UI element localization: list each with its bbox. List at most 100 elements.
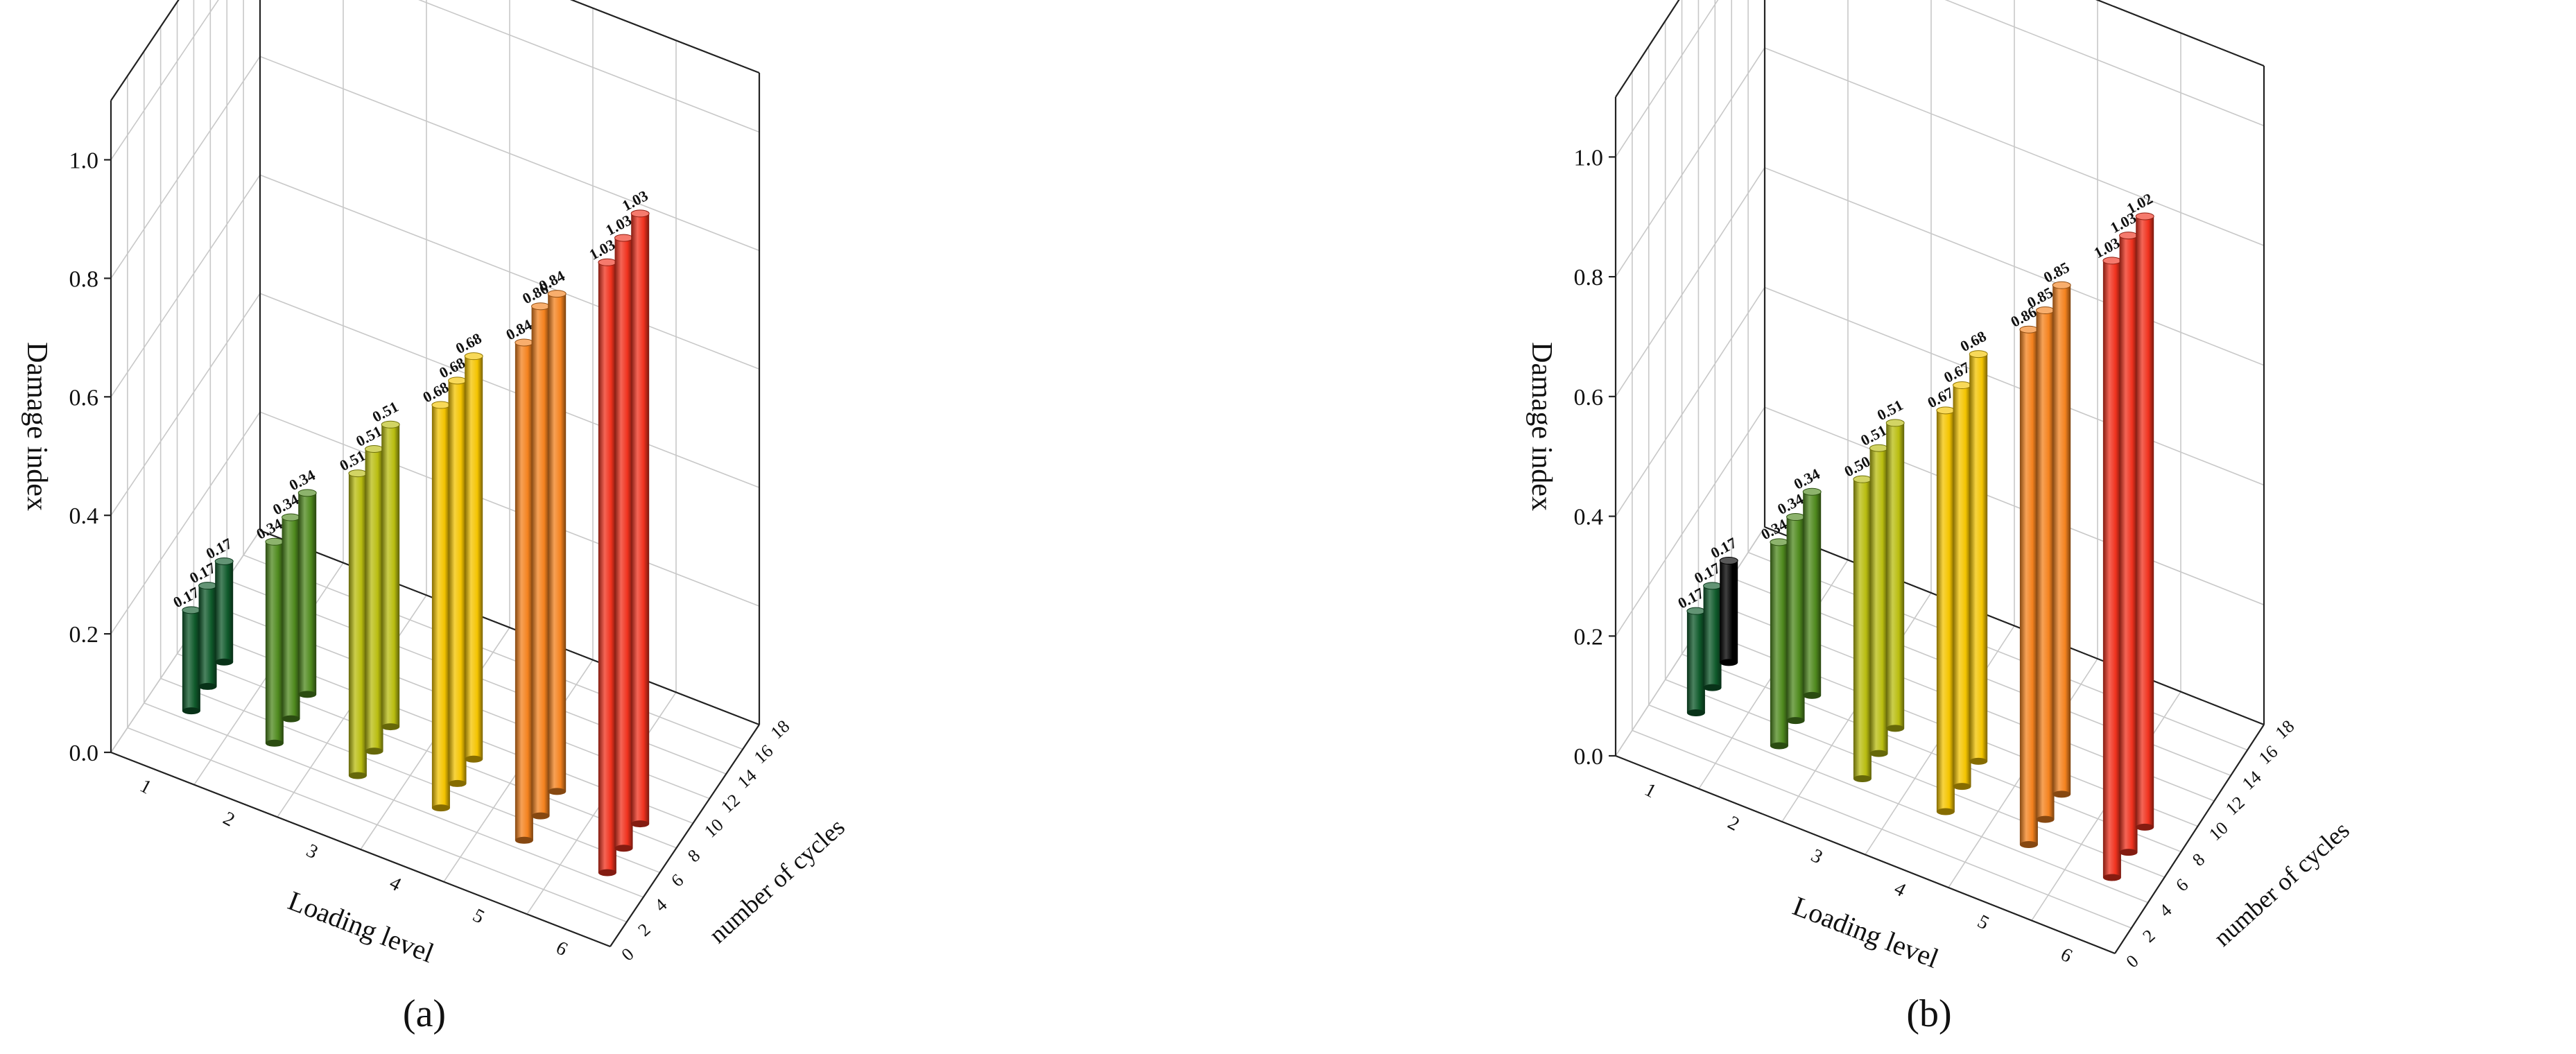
wall-gridline <box>1615 47 1765 277</box>
x-axis-line <box>1615 754 2116 955</box>
bar-base <box>381 723 400 731</box>
bar: 0.67 <box>1941 358 1973 790</box>
bar-base <box>265 739 284 747</box>
bar-base <box>1853 775 1872 782</box>
bar-cap <box>1786 513 1806 521</box>
x-tick-label: 6 <box>553 937 571 960</box>
floor-border <box>259 529 760 726</box>
bar: 0.68 <box>453 329 485 763</box>
bar-base <box>2052 790 2071 798</box>
bar-body <box>198 585 217 686</box>
bar-cap <box>381 420 400 429</box>
bar-value-label: 0.17 <box>1675 584 1707 612</box>
floor-gridline <box>1682 653 2181 853</box>
bar-base <box>298 691 317 698</box>
wall-gridline <box>1615 406 1765 637</box>
bar-cap <box>2036 306 2055 315</box>
y-tick-label: 0 <box>618 944 638 965</box>
bar: 0.67 <box>1925 383 1956 815</box>
bar-body <box>381 424 400 727</box>
bar-value-label: 0.68 <box>436 354 468 381</box>
y-tick-label: 14 <box>734 766 761 793</box>
bar-body <box>2119 235 2138 853</box>
bar-body <box>614 238 633 849</box>
bar-cap <box>1703 582 1722 590</box>
bar-cap <box>2102 257 2122 265</box>
floor-gridline <box>1632 729 2132 929</box>
y-tick-label: 10 <box>700 815 727 842</box>
bar-cap <box>1953 381 1972 390</box>
bar-cap <box>1686 607 1706 615</box>
bar-body <box>348 473 367 776</box>
y-tick-label: 16 <box>2255 741 2282 768</box>
bar-value-label: 1.03 <box>603 211 634 239</box>
x-tick-label: 4 <box>386 872 405 896</box>
bar-cap <box>2119 232 2138 240</box>
bar-cap <box>464 352 483 361</box>
bar-body <box>1853 479 1872 779</box>
y-tick-label: 8 <box>684 845 704 866</box>
y-axis-title: number of cycles <box>704 813 850 949</box>
bar-cap <box>2135 212 2154 221</box>
z-tick-label: 0.8 <box>69 266 99 292</box>
bar: 1.02 <box>2124 189 2156 831</box>
bar-cap <box>348 469 368 478</box>
y-tick-label: 4 <box>650 895 671 915</box>
bar-value-label: 0.51 <box>337 447 369 474</box>
wall-gridline <box>110 55 261 279</box>
bar-base <box>1869 750 1888 757</box>
bar-value-label: 1.03 <box>2091 234 2123 261</box>
bar-body <box>2019 329 2038 845</box>
z-tick-label: 1.0 <box>1574 145 1604 171</box>
z-tick-label: 0.0 <box>69 741 99 766</box>
y-tick-label: 8 <box>2188 849 2208 870</box>
bar-body <box>1969 354 1988 761</box>
bar-base <box>531 812 550 820</box>
bar: 0.34 <box>1758 515 1790 750</box>
bar: 1.03 <box>2091 234 2123 881</box>
bar-value-label: 0.51 <box>353 422 385 450</box>
bar-cap <box>531 302 551 311</box>
bar-value-label: 0.50 <box>1842 452 1874 480</box>
bar: 0.34 <box>1774 490 1806 725</box>
wall-border <box>110 0 180 101</box>
bar-value-label: 0.85 <box>2041 259 2073 286</box>
bar-value-label: 0.17 <box>1708 534 1740 562</box>
z-tick-label: 0.6 <box>1574 385 1604 411</box>
bar: 0.50 <box>1842 452 1874 782</box>
bar: 0.17 <box>171 583 202 715</box>
bar: 0.85 <box>2041 259 2073 798</box>
bar-body <box>1953 385 1971 787</box>
x-axis-title: Loading level <box>284 885 438 969</box>
bar-body <box>2052 285 2071 795</box>
bar: 1.03 <box>587 236 618 876</box>
bar-base <box>548 788 567 795</box>
x-tick-label: 1 <box>137 775 155 799</box>
bar-base <box>631 820 650 828</box>
bar: 0.34 <box>1791 465 1823 699</box>
bar-base <box>1886 725 1905 732</box>
y-tick-label: 2 <box>2138 926 2159 947</box>
y-tick-label: 18 <box>2272 716 2299 743</box>
bar: 0.51 <box>1874 396 1906 732</box>
bar-cap <box>598 258 617 266</box>
bar-body <box>282 517 300 719</box>
bar-cap <box>515 338 534 347</box>
bar-base <box>1720 659 1738 666</box>
bar-value-label: 0.51 <box>370 398 401 426</box>
bar-cap <box>214 557 234 565</box>
bar-cap <box>1969 350 1988 358</box>
z-tick-label: 0.2 <box>69 622 99 648</box>
bar-body <box>465 356 483 759</box>
bar-base <box>182 707 200 715</box>
bar-cap <box>547 290 567 298</box>
panel-label: (a) <box>403 992 446 1035</box>
bar-base <box>2036 815 2055 823</box>
bar-body <box>1703 585 1722 688</box>
bar-base <box>2102 874 2121 881</box>
bar: 0.85 <box>2024 284 2056 823</box>
bar-value-label: 0.17 <box>171 583 202 611</box>
bar-base <box>215 658 234 666</box>
floor-gridline <box>144 702 644 898</box>
